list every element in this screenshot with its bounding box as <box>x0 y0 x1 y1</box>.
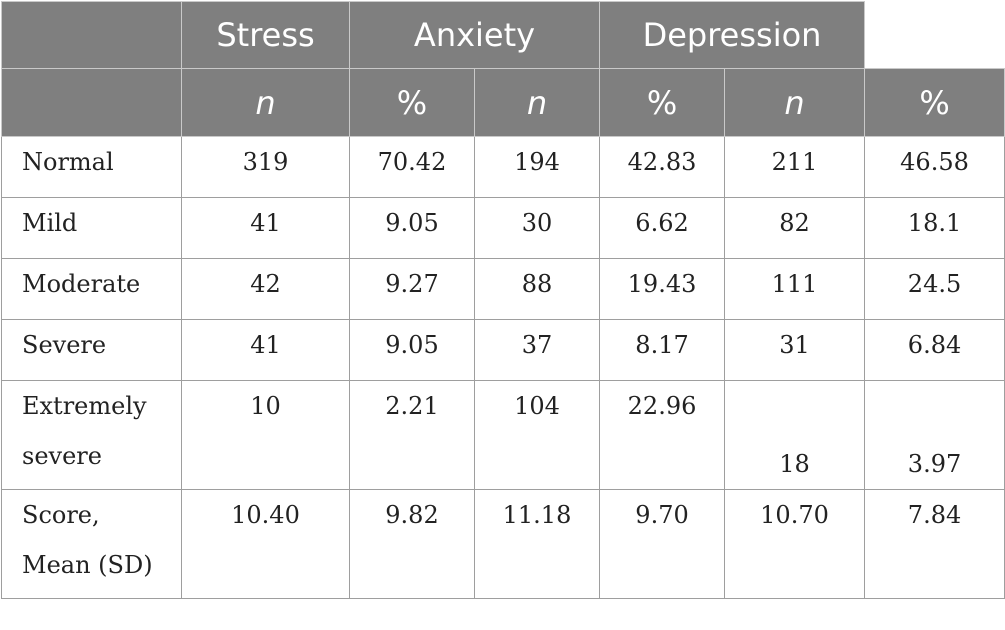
table-cell: 9.70 <box>599 489 726 599</box>
header-stress: Stress <box>181 1 350 69</box>
table-cell: 31 <box>724 319 866 381</box>
subheader-stress-n: n <box>181 68 350 137</box>
table-cell: 41 <box>181 197 350 259</box>
table-cell: 194 <box>473 136 601 198</box>
table-cell: 22.96 <box>599 380 726 490</box>
table-row: Moderate 42 9.27 88 19.43 111 24.5 <box>1 258 1005 320</box>
table-cell: 111 <box>724 258 866 320</box>
header-row-groups: Stress Anxiety Depression <box>1 1 1005 69</box>
table-row: Score, Mean (SD) 10.40 9.82 11.18 9.70 10… <box>1 489 1005 599</box>
row-label-line: Score, <box>22 501 100 529</box>
table-cell: 18.1 <box>864 197 1005 259</box>
table-cell: 6.84 <box>864 319 1005 381</box>
header-corner <box>1 1 182 69</box>
row-label: Moderate <box>1 258 182 320</box>
table-cell: 9.05 <box>349 197 475 259</box>
table-cell: 42.83 <box>599 136 726 198</box>
table-cell: 9.27 <box>349 258 475 320</box>
table-cell: 70.42 <box>349 136 475 198</box>
header-depression: Depression <box>599 1 866 69</box>
table-cell: 9.05 <box>349 319 475 381</box>
row-label: Normal <box>1 136 182 198</box>
table-cell: 10 <box>181 380 350 490</box>
row-label: Mild <box>1 197 182 259</box>
table-cell: 46.58 <box>864 136 1005 198</box>
header-row-subheaders: n % n % n % <box>1 68 1005 137</box>
table-cell: 2.21 <box>349 380 475 490</box>
table-row: Extremely severe 10 2.21 104 22.96 18 3.9… <box>1 380 1005 490</box>
table-cell: 3.97 <box>864 380 1005 490</box>
table-cell: 24.5 <box>864 258 1005 320</box>
table-cell: 6.62 <box>599 197 726 259</box>
table-cell: 30 <box>473 197 601 259</box>
row-label: Severe <box>1 319 182 381</box>
header-anxiety: Anxiety <box>348 1 601 69</box>
row-label: Score, Mean (SD) <box>1 489 182 599</box>
subheader-corner <box>1 68 182 137</box>
table-cell: 19.43 <box>599 258 726 320</box>
table-cell: 211 <box>724 136 866 198</box>
table-cell: 11.18 <box>473 489 601 599</box>
table-cell: 9.82 <box>349 489 475 599</box>
table-cell: 104 <box>473 380 601 490</box>
table-cell: 7.84 <box>864 489 1005 599</box>
subheader-anxiety-n: n <box>473 68 601 137</box>
table-cell: 8.17 <box>599 319 726 381</box>
table-cell: 18 <box>724 380 866 490</box>
row-label: Extremely severe <box>1 380 182 490</box>
table-cell: 37 <box>473 319 601 381</box>
dass-results-table: Stress Anxiety Depression n % n % n % No… <box>1 1 1005 599</box>
table-row: Mild 41 9.05 30 6.62 82 18.1 <box>1 197 1005 259</box>
table-cell: 88 <box>473 258 601 320</box>
subheader-anxiety-pct: % <box>599 68 726 137</box>
table-row: Normal 319 70.42 194 42.83 211 46.58 <box>1 136 1005 198</box>
table-cell: 10.70 <box>724 489 866 599</box>
row-label-line: Extremely <box>22 392 147 420</box>
table-cell: 10.40 <box>181 489 350 599</box>
subheader-depression-pct: % <box>864 68 1005 137</box>
table-cell: 42 <box>181 258 350 320</box>
subheader-stress-pct: % <box>349 68 475 137</box>
table-cell: 82 <box>724 197 866 259</box>
table-cell: 41 <box>181 319 350 381</box>
row-label-line: Mean (SD) <box>22 551 153 579</box>
table-cell: 319 <box>181 136 350 198</box>
row-label-line: severe <box>22 442 102 470</box>
subheader-depression-n: n <box>724 68 866 137</box>
table-row: Severe 41 9.05 37 8.17 31 6.84 <box>1 319 1005 381</box>
